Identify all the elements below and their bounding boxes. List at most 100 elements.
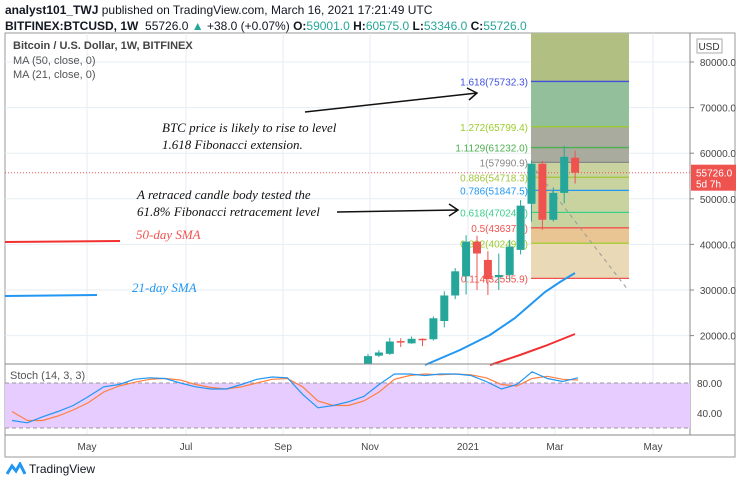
ma21-line xyxy=(424,272,576,366)
fib-zone xyxy=(531,243,629,279)
fib-level-label: 1.618(75732.3) xyxy=(460,77,528,88)
fib-level-label: 0.5(43637.1) xyxy=(471,224,528,235)
annotation-line: 1.618 Fibonacci extension. xyxy=(162,137,303,152)
last-price: 55726.0 xyxy=(145,19,189,33)
time-tick-label: Sep xyxy=(274,442,292,453)
low-label: L: xyxy=(412,19,424,33)
candle-body[interactable] xyxy=(483,259,492,280)
up-arrow-icon: ▲ xyxy=(191,19,204,33)
candle-body[interactable] xyxy=(374,352,383,356)
time-tick-label: Nov xyxy=(361,442,379,453)
candles xyxy=(364,145,580,367)
high-value: 60575.0 xyxy=(365,19,410,33)
candle-body[interactable] xyxy=(385,341,394,354)
candle-body[interactable] xyxy=(549,192,558,220)
candle-body[interactable] xyxy=(396,341,405,343)
arrow-retracement xyxy=(336,203,460,217)
fib-level-label: 0.886(54718.3) xyxy=(460,173,528,184)
annotation-line: BTC price is likely to rise to level xyxy=(162,120,337,135)
ma21-line-legacy xyxy=(4,294,98,297)
high-label: H: xyxy=(353,19,366,33)
candle-body[interactable] xyxy=(473,241,481,254)
low-value: 53346.0 xyxy=(423,19,468,33)
price-tick-label: 60000.0 xyxy=(700,149,737,160)
close-label: C: xyxy=(470,19,484,33)
fib-level-label: 0.382(40249.6) xyxy=(460,239,528,250)
candle-body[interactable] xyxy=(516,205,525,250)
symbol: BITFINEX:BTCUSD, 1W xyxy=(5,19,139,33)
time-tick-label: 2021 xyxy=(457,442,480,453)
candle-body[interactable] xyxy=(571,157,580,173)
candle-body[interactable] xyxy=(429,318,438,340)
candle-body[interactable] xyxy=(527,163,536,204)
candle-body[interactable] xyxy=(560,156,569,193)
close-value: 55726.0 xyxy=(483,19,527,33)
publish-info: analyst101_TWJ published on TradingView.… xyxy=(5,3,432,17)
price-tick-label: 20000.0 xyxy=(700,332,737,343)
publish-date: published on TradingView.com, March 16, … xyxy=(101,3,433,17)
fib-zone xyxy=(531,227,629,244)
open-label: O: xyxy=(293,19,307,33)
countdown-label: 5d 7h xyxy=(696,180,721,191)
tradingview-logo-icon xyxy=(6,462,26,475)
price-tick-label: 40000.0 xyxy=(700,240,737,251)
annotation-retracement: A retraced candle body tested the 61.8% F… xyxy=(137,186,320,220)
candle-body[interactable] xyxy=(364,356,372,367)
ma50-line-legacy xyxy=(4,240,121,243)
stoch-k-line xyxy=(11,371,579,424)
candle-body[interactable] xyxy=(462,241,471,277)
stoch-tick-label: 40.00 xyxy=(697,409,722,420)
candle-body[interactable] xyxy=(440,295,449,322)
time-tick-label: Jul xyxy=(180,442,193,453)
label-50-sma: 50-day SMA xyxy=(136,227,201,242)
ma50-line xyxy=(489,333,576,366)
annotation-extension: BTC price is likely to rise to level 1.61… xyxy=(162,119,336,153)
price-tick-label: 50000.0 xyxy=(700,195,737,206)
currency-label: USD xyxy=(698,42,719,53)
label-21-sma: 21-day SMA xyxy=(132,280,197,295)
price-tick-label: 80000.0 xyxy=(700,58,737,69)
change: +38.0 (+0.07%) xyxy=(206,19,290,33)
candle-body[interactable] xyxy=(538,163,547,220)
fib-zone xyxy=(531,81,629,127)
legend-ma21: MA (21, close, 0) xyxy=(13,69,96,81)
chart-title: Bitcoin / U.S. Dollar, 1W, BITFINEX xyxy=(13,40,193,52)
fib-trend-line xyxy=(530,163,629,291)
stoch-tick-label: 80.00 xyxy=(697,379,722,390)
fib-zone xyxy=(531,33,629,82)
fib-zone xyxy=(531,126,629,163)
annotation-line: A retraced candle body tested the xyxy=(137,187,311,202)
fib-level-label: 1.272(65799.4) xyxy=(460,123,528,134)
candle-body[interactable] xyxy=(505,246,514,275)
currency-box xyxy=(696,38,723,54)
fib-level-label: 1.1129(61232.0) xyxy=(455,144,528,155)
price-tick-label: 70000.0 xyxy=(700,104,737,115)
time-tick-label: May xyxy=(78,442,97,453)
candle-body[interactable] xyxy=(407,338,416,344)
candle-body[interactable] xyxy=(418,338,427,341)
open-value: 59001.0 xyxy=(306,19,350,33)
author[interactable]: analyst101_TWJ xyxy=(5,3,99,17)
arrow-extension xyxy=(304,87,479,113)
current-price-label: 55726.0 xyxy=(696,169,733,180)
fib-level-label: 1(57990.9) xyxy=(480,158,528,169)
candle-body[interactable] xyxy=(494,274,503,278)
brand-name: TradingView xyxy=(29,462,96,476)
fib-level-label: 0.114(32555.9) xyxy=(461,274,528,285)
candle-body[interactable] xyxy=(451,271,460,296)
fib-level-label: 0.786(51847.5) xyxy=(460,186,528,197)
stoch-d-line xyxy=(11,373,579,422)
fib-zone xyxy=(531,162,629,228)
current-price-badge xyxy=(691,164,736,191)
legend-ma50: MA (50, close, 0) xyxy=(13,55,96,67)
fib-level-label: 0.618(47024.6) xyxy=(460,208,528,219)
annotation-line: 61.8% Fibonacci retracement level xyxy=(137,204,320,219)
tradingview-logo[interactable]: TradingView xyxy=(6,462,95,476)
legend-stoch: Stoch (14, 3, 3) xyxy=(10,370,86,382)
time-tick-label: May xyxy=(644,442,663,453)
price-tick-label: 30000.0 xyxy=(700,286,737,297)
time-tick-label: Mar xyxy=(546,442,564,453)
symbol-info: BITFINEX:BTCUSD, 1W 55726.0 ▲ +38.0 (+0.… xyxy=(5,19,527,33)
